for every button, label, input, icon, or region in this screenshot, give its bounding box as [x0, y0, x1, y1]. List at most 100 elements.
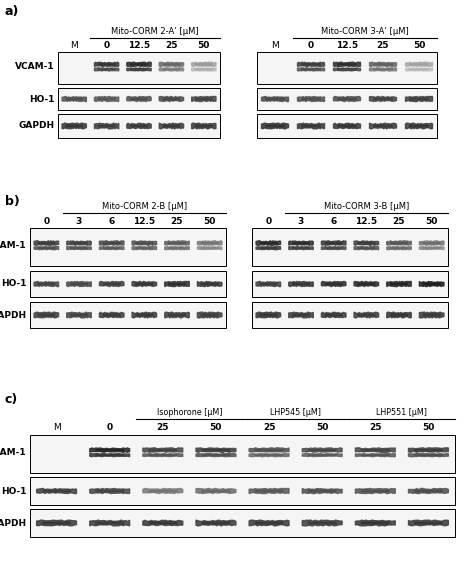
FancyBboxPatch shape	[163, 98, 181, 101]
Polygon shape	[289, 246, 313, 250]
Polygon shape	[159, 123, 183, 129]
Polygon shape	[94, 62, 119, 67]
Text: 50: 50	[413, 41, 425, 50]
FancyBboxPatch shape	[414, 522, 443, 525]
FancyBboxPatch shape	[409, 63, 429, 66]
FancyBboxPatch shape	[201, 314, 219, 317]
FancyBboxPatch shape	[292, 314, 310, 317]
Polygon shape	[321, 281, 346, 286]
Text: GAPDH: GAPDH	[19, 121, 55, 131]
Polygon shape	[67, 312, 91, 318]
Polygon shape	[419, 312, 444, 318]
Polygon shape	[100, 241, 124, 245]
Polygon shape	[132, 246, 156, 250]
Polygon shape	[34, 312, 59, 318]
Polygon shape	[67, 246, 91, 250]
FancyBboxPatch shape	[357, 283, 375, 285]
FancyBboxPatch shape	[259, 283, 277, 285]
FancyBboxPatch shape	[168, 247, 186, 249]
FancyBboxPatch shape	[361, 490, 390, 492]
Polygon shape	[334, 68, 361, 71]
FancyBboxPatch shape	[130, 124, 148, 127]
FancyBboxPatch shape	[70, 242, 88, 244]
Polygon shape	[354, 281, 379, 286]
FancyBboxPatch shape	[195, 124, 213, 127]
FancyBboxPatch shape	[390, 314, 408, 317]
FancyBboxPatch shape	[130, 98, 148, 101]
Text: 0: 0	[107, 423, 113, 432]
FancyBboxPatch shape	[255, 490, 283, 492]
Text: 50: 50	[316, 423, 328, 432]
FancyBboxPatch shape	[95, 522, 124, 525]
Polygon shape	[127, 123, 151, 128]
Polygon shape	[262, 123, 289, 129]
Polygon shape	[197, 241, 222, 245]
Polygon shape	[100, 313, 124, 318]
FancyBboxPatch shape	[390, 242, 408, 244]
Polygon shape	[387, 281, 411, 286]
Polygon shape	[405, 68, 432, 71]
Bar	[252, 302, 448, 328]
Polygon shape	[165, 281, 189, 286]
FancyBboxPatch shape	[361, 449, 390, 451]
FancyBboxPatch shape	[373, 69, 393, 70]
FancyBboxPatch shape	[373, 124, 393, 127]
Text: 0: 0	[43, 217, 49, 226]
Polygon shape	[298, 96, 325, 102]
Polygon shape	[197, 281, 222, 286]
FancyBboxPatch shape	[102, 242, 121, 244]
Bar	[257, 88, 437, 110]
FancyBboxPatch shape	[37, 314, 55, 317]
Bar	[30, 228, 226, 266]
Polygon shape	[321, 241, 346, 245]
FancyBboxPatch shape	[423, 283, 441, 285]
FancyBboxPatch shape	[195, 69, 213, 70]
FancyBboxPatch shape	[148, 454, 177, 456]
Bar	[257, 114, 437, 138]
Polygon shape	[127, 96, 151, 102]
Polygon shape	[356, 454, 395, 457]
FancyBboxPatch shape	[255, 449, 283, 451]
Text: M: M	[70, 41, 78, 50]
FancyBboxPatch shape	[168, 283, 186, 285]
Polygon shape	[302, 520, 342, 526]
Text: GAPDH: GAPDH	[0, 518, 27, 528]
Polygon shape	[256, 241, 281, 245]
FancyBboxPatch shape	[37, 242, 55, 244]
FancyBboxPatch shape	[148, 490, 177, 492]
FancyBboxPatch shape	[135, 314, 154, 317]
Polygon shape	[387, 312, 411, 318]
Text: 25: 25	[171, 217, 183, 226]
Polygon shape	[409, 520, 448, 526]
Polygon shape	[356, 520, 395, 526]
Text: Mito-CORM 2-A’ [μM]: Mito-CORM 2-A’ [μM]	[111, 27, 199, 36]
FancyBboxPatch shape	[65, 124, 83, 127]
Polygon shape	[196, 448, 236, 453]
FancyBboxPatch shape	[301, 69, 321, 70]
Text: 50: 50	[203, 217, 216, 226]
Polygon shape	[405, 96, 432, 102]
FancyBboxPatch shape	[195, 98, 213, 101]
FancyBboxPatch shape	[361, 454, 390, 456]
FancyBboxPatch shape	[201, 242, 219, 244]
Polygon shape	[191, 62, 216, 66]
Polygon shape	[321, 313, 346, 318]
Polygon shape	[298, 68, 325, 71]
Polygon shape	[419, 281, 444, 286]
FancyBboxPatch shape	[163, 63, 181, 66]
Polygon shape	[334, 96, 361, 102]
Bar	[58, 88, 220, 110]
Text: 12.5: 12.5	[356, 217, 377, 226]
Polygon shape	[196, 489, 236, 493]
Polygon shape	[256, 246, 281, 250]
Polygon shape	[36, 489, 76, 494]
Polygon shape	[196, 520, 236, 526]
Polygon shape	[94, 123, 119, 129]
Text: VCAM-1: VCAM-1	[0, 447, 27, 457]
Polygon shape	[143, 521, 183, 526]
Text: 25: 25	[369, 423, 382, 432]
Polygon shape	[256, 281, 281, 286]
FancyBboxPatch shape	[135, 283, 154, 285]
Polygon shape	[100, 281, 124, 286]
FancyBboxPatch shape	[265, 124, 285, 127]
